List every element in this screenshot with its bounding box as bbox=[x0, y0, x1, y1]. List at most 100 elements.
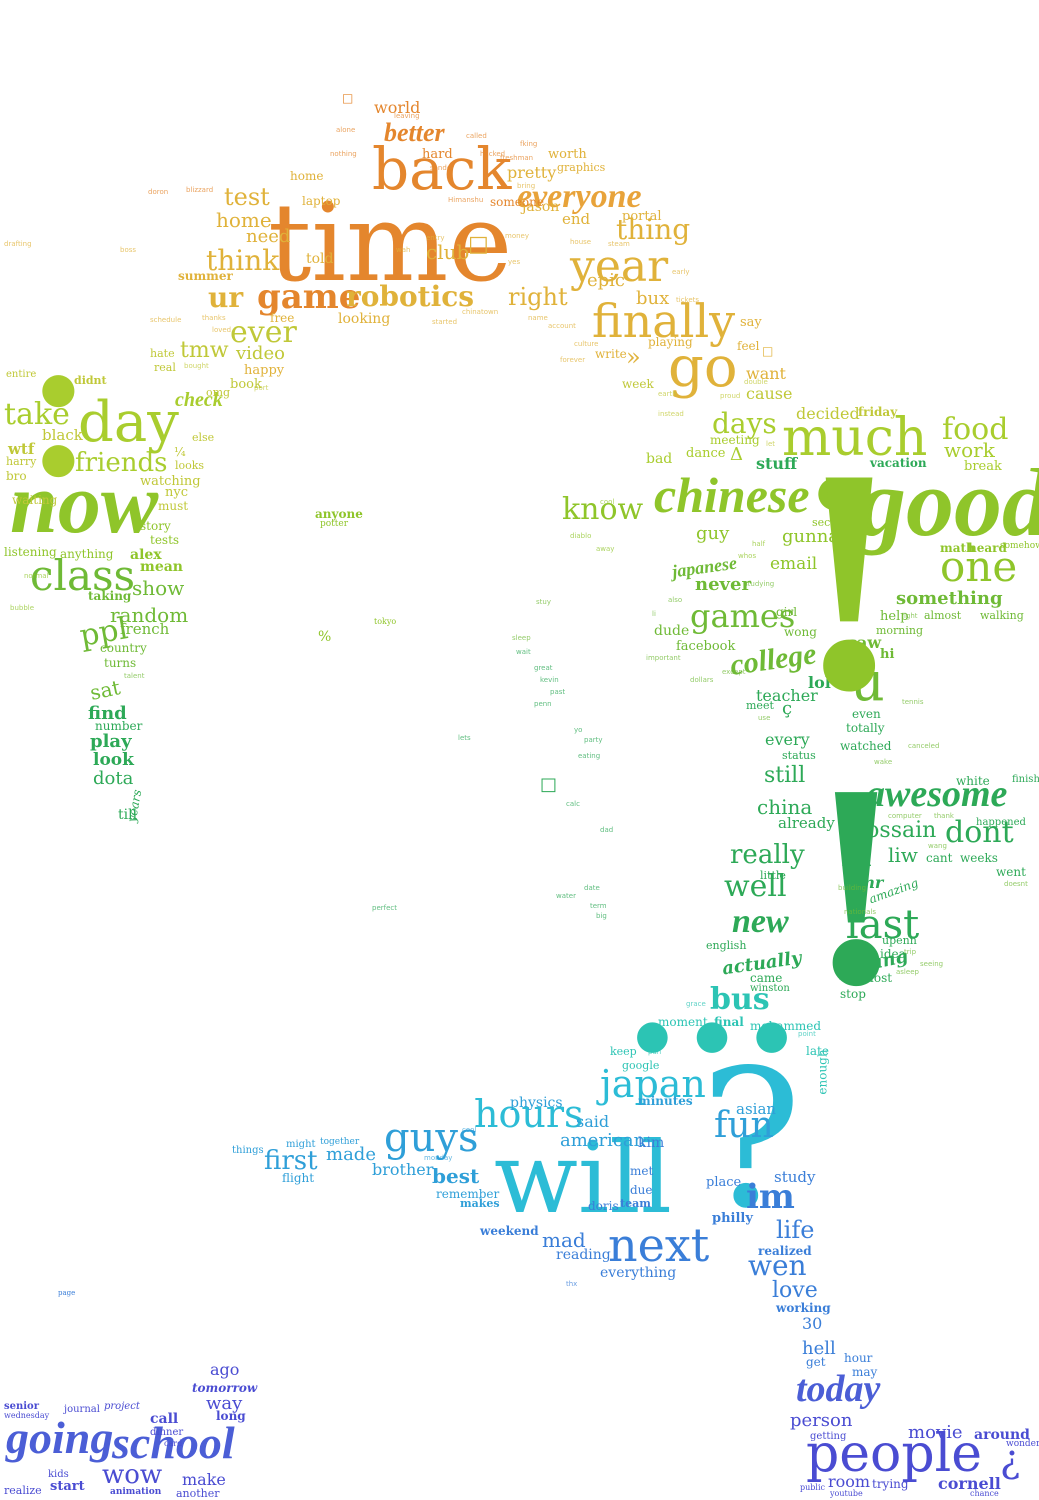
word-30: 30 bbox=[802, 1314, 823, 1333]
word-know: know bbox=[562, 492, 644, 527]
dust-kevin: kevin bbox=[540, 676, 559, 684]
word-country: country bbox=[100, 641, 147, 655]
word-decided: decided bbox=[796, 404, 860, 423]
dust-use: use bbox=[758, 714, 771, 722]
word-things: things bbox=[232, 1145, 264, 1156]
word-today: today bbox=[796, 1368, 881, 1410]
dot-1: ● bbox=[40, 363, 77, 412]
word-playing: playing bbox=[648, 335, 693, 349]
word-tests: tests bbox=[150, 533, 180, 547]
word-journal: journal bbox=[64, 1404, 100, 1415]
word-bux: bux bbox=[636, 288, 670, 309]
word-idea: idea bbox=[880, 947, 906, 961]
dust-ny: ny bbox=[706, 1034, 715, 1042]
word-vacation: vacation bbox=[870, 456, 927, 470]
word-graphics: graphics bbox=[557, 161, 606, 174]
word-something: something bbox=[896, 588, 1003, 609]
word-go: go bbox=[668, 335, 738, 400]
word-random: random bbox=[110, 603, 189, 627]
word-jason: jason bbox=[522, 199, 560, 215]
word-ago: ago bbox=[210, 1360, 240, 1379]
word-japan: japan bbox=[600, 1062, 706, 1106]
word-will: will bbox=[494, 1122, 672, 1236]
dust-let: let bbox=[766, 440, 775, 448]
dust-loved: loved bbox=[212, 326, 232, 334]
word-around: around bbox=[974, 1427, 1030, 1443]
dust-tennis: tennis bbox=[902, 698, 924, 706]
word-epic: epic bbox=[587, 270, 626, 291]
word-story: story bbox=[140, 519, 171, 533]
word-now: now bbox=[10, 455, 159, 551]
dust-boss: boss bbox=[120, 246, 137, 254]
word-animation: animation bbox=[110, 1487, 162, 1497]
word-tokyo: tokyo bbox=[374, 617, 397, 626]
word-turns: turns bbox=[104, 656, 137, 670]
word-taking: taking bbox=[88, 589, 132, 603]
word-omg: omg bbox=[206, 386, 231, 399]
word-everyone: everyone bbox=[517, 178, 642, 215]
word-math: math bbox=[940, 541, 975, 555]
word-pct: % bbox=[318, 629, 332, 645]
word-till: till bbox=[118, 807, 138, 823]
dust-nationals: nationals bbox=[844, 908, 877, 916]
word-finish: finish bbox=[1012, 774, 1039, 785]
word-someone: someone bbox=[490, 195, 544, 209]
glyph-exclam-big: ! bbox=[796, 403, 903, 757]
dust-started: started bbox=[432, 318, 458, 326]
word-waiting: waiting bbox=[12, 493, 58, 507]
word-room: room bbox=[828, 1472, 871, 1491]
word-made: made bbox=[326, 1144, 376, 1165]
word-school: school bbox=[112, 1417, 235, 1468]
word-youtube: youtube bbox=[830, 1489, 863, 1498]
word-time: time bbox=[268, 181, 513, 306]
word-final: final bbox=[714, 1015, 744, 1029]
word-better: better bbox=[384, 118, 445, 147]
word-still: still bbox=[764, 763, 806, 788]
glyph-square-3: □ bbox=[762, 344, 774, 358]
dust-perfect: perfect bbox=[372, 904, 397, 912]
word-worth: worth bbox=[548, 147, 587, 162]
word-club: club bbox=[426, 240, 470, 264]
dust-freshman: freshman bbox=[500, 154, 534, 162]
word-ever: ever bbox=[230, 315, 297, 350]
word-china: china bbox=[757, 795, 813, 819]
dust-building: building bbox=[838, 884, 867, 892]
word-mr: mr bbox=[858, 873, 884, 892]
word-laptop: laptop bbox=[302, 194, 341, 208]
word-cant: cant bbox=[926, 851, 953, 865]
word-friday: friday bbox=[858, 405, 898, 419]
dust-lets: lets bbox=[458, 734, 471, 742]
dust-wah: wah bbox=[396, 246, 411, 254]
word-guys: guys bbox=[384, 1115, 479, 1161]
dust-past: past bbox=[550, 688, 566, 696]
word-find: find bbox=[88, 703, 127, 724]
word-much: much bbox=[782, 408, 928, 468]
dust-canceled: canceled bbox=[908, 742, 940, 750]
word-robotics: robotics bbox=[346, 280, 475, 313]
word-home: home bbox=[216, 208, 272, 232]
dust-earth: earth bbox=[658, 390, 677, 398]
word-fun: fun bbox=[714, 1105, 774, 1146]
word-portal: portal bbox=[622, 209, 662, 224]
dust-yes: yes bbox=[508, 258, 521, 266]
word-get: get bbox=[806, 1355, 826, 1369]
dust-schedule: schedule bbox=[150, 316, 182, 324]
word-class: class bbox=[30, 551, 136, 600]
dust-also: also bbox=[668, 596, 683, 604]
word-week: week bbox=[622, 377, 654, 391]
word-feel: feel bbox=[737, 339, 760, 353]
word-potter: potter bbox=[320, 519, 349, 529]
dust-talent: talent bbox=[124, 672, 145, 680]
word-come: hi bbox=[880, 647, 895, 662]
word-went: went bbox=[996, 865, 1026, 879]
word-finally: finally bbox=[592, 294, 736, 348]
word-getting: getting bbox=[810, 1431, 847, 1442]
word-happened: happened bbox=[976, 817, 1026, 828]
word-french: french bbox=[120, 620, 170, 638]
word-world: world bbox=[374, 98, 421, 117]
dust-studying: studying bbox=[744, 580, 775, 588]
word-every: every bbox=[765, 730, 810, 749]
dust-asleep: asleep bbox=[896, 968, 919, 976]
dust-important: important bbox=[646, 654, 681, 662]
word-due: due bbox=[630, 1183, 653, 1197]
